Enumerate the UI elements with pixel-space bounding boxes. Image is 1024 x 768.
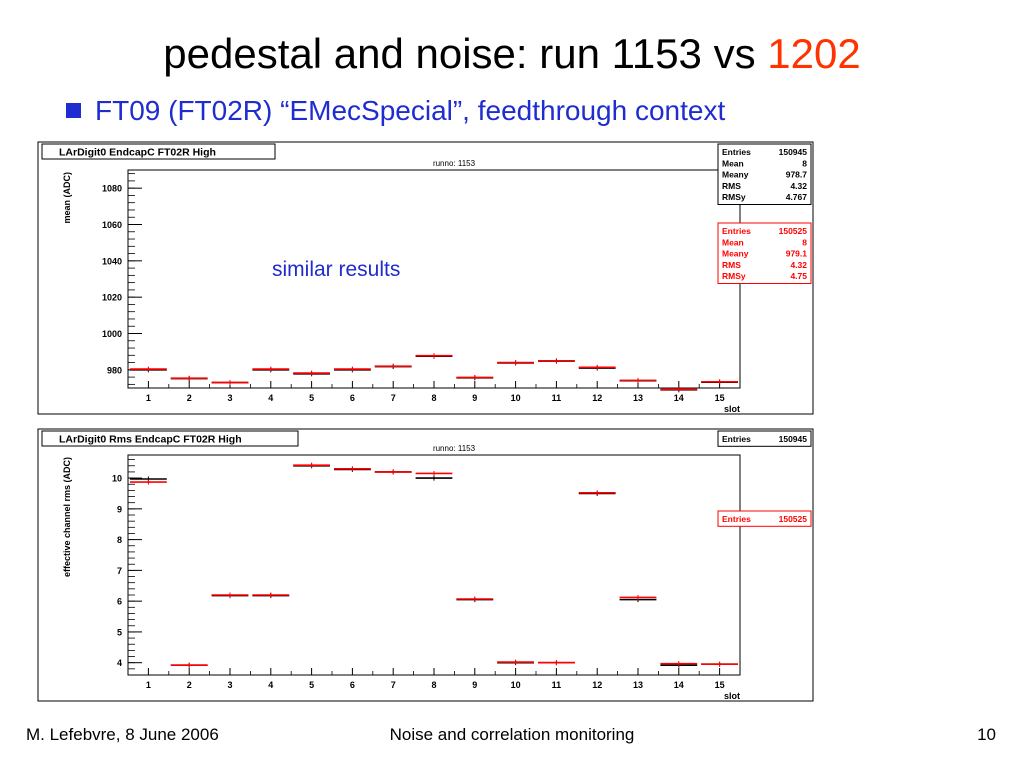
stats-label: Entries bbox=[722, 226, 751, 236]
y-tick-label: 1020 bbox=[102, 293, 122, 303]
page-number: 10 bbox=[977, 725, 996, 744]
stats-box bbox=[717, 143, 812, 205]
y-tick-label: 1000 bbox=[102, 329, 122, 339]
x-tick-label: 12 bbox=[592, 393, 602, 403]
y-tick-label: 7 bbox=[117, 566, 122, 576]
y-tick-label: 9 bbox=[117, 504, 122, 514]
y-tick-label: 5 bbox=[117, 627, 122, 637]
x-tick-label: 9 bbox=[472, 680, 477, 690]
slide-title: pedestal and noise: run 1153 vs 1202 bbox=[0, 26, 1024, 82]
stats-value: 8 bbox=[802, 237, 807, 247]
x-tick-label: 10 bbox=[511, 393, 521, 403]
y-axis-label: mean (ADC) bbox=[62, 172, 72, 224]
x-tick-label: 2 bbox=[187, 393, 192, 403]
title-main: pedestal and noise: run 1153 vs bbox=[163, 30, 768, 77]
bullet-text: FT09 (FT02R) “EMecSpecial”, feedthrough … bbox=[95, 95, 726, 126]
x-tick-label: 10 bbox=[511, 680, 521, 690]
pad-frame bbox=[37, 141, 814, 415]
x-tick-label: 13 bbox=[633, 393, 643, 403]
bullet-square-icon bbox=[66, 103, 81, 118]
stats-label: Entries bbox=[722, 514, 751, 524]
y-tick-label: 1080 bbox=[102, 184, 122, 194]
stats-label: Entries bbox=[722, 147, 751, 157]
stats-value: 4.767 bbox=[786, 192, 808, 202]
x-tick-label: 4 bbox=[268, 680, 273, 690]
x-tick-label: 1 bbox=[146, 393, 151, 403]
stats-value: 150525 bbox=[779, 514, 808, 524]
name-box bbox=[41, 143, 276, 160]
stats-label: RMS bbox=[722, 181, 741, 191]
rms-plot: LArDigit0 Rms EndcapC FT02R High runno: 1… bbox=[37, 428, 814, 702]
stats-label: Meany bbox=[722, 249, 749, 259]
x-tick-label: 9 bbox=[472, 393, 477, 403]
x-tick-label: 8 bbox=[431, 680, 436, 690]
x-tick-label: 15 bbox=[715, 393, 725, 403]
stats-label: Mean bbox=[722, 237, 744, 247]
x-tick-label: 7 bbox=[391, 393, 396, 403]
x-tick-label: 8 bbox=[431, 393, 436, 403]
stats-box bbox=[717, 510, 812, 527]
x-axis-label: slot bbox=[724, 404, 740, 414]
x-tick-label: 5 bbox=[309, 680, 314, 690]
stats-value: 150525 bbox=[779, 226, 808, 236]
x-tick-label: 13 bbox=[633, 680, 643, 690]
x-tick-label: 6 bbox=[350, 393, 355, 403]
similar-results-note: similar results bbox=[272, 258, 401, 281]
x-tick-label: 14 bbox=[674, 680, 684, 690]
y-tick-label: 4 bbox=[117, 658, 122, 668]
stats-value: 4.32 bbox=[790, 260, 807, 270]
x-tick-label: 11 bbox=[552, 680, 562, 690]
x-axis-label: slot bbox=[724, 691, 740, 701]
x-tick-label: 1 bbox=[146, 680, 151, 690]
stats-label: Meany bbox=[722, 170, 749, 180]
x-tick-label: 15 bbox=[715, 680, 725, 690]
footer-author: M. Lefebvre, 8 June 2006 bbox=[26, 725, 219, 744]
stats-box bbox=[717, 222, 812, 284]
stats-label: Entries bbox=[722, 434, 751, 444]
title-highlight: 1202 bbox=[767, 30, 861, 77]
y-tick-label: 8 bbox=[117, 535, 122, 545]
x-tick-label: 12 bbox=[592, 680, 602, 690]
pad-frame bbox=[37, 428, 814, 702]
x-tick-label: 4 bbox=[268, 393, 273, 403]
x-tick-label: 14 bbox=[674, 393, 684, 403]
x-tick-label: 11 bbox=[552, 393, 562, 403]
histogram-name: LArDigit0 EndcapC FT02R High bbox=[59, 147, 216, 159]
stats-label: RMSy bbox=[722, 192, 746, 202]
stats-label: RMSy bbox=[722, 271, 746, 281]
plot-title: runno: 1153 bbox=[433, 159, 476, 168]
y-tick-label: 1040 bbox=[102, 256, 122, 266]
y-tick-label: 6 bbox=[117, 597, 122, 607]
y-tick-label: 10 bbox=[112, 474, 122, 484]
x-tick-label: 5 bbox=[309, 393, 314, 403]
stats-value: 979.1 bbox=[786, 249, 808, 259]
stats-value: 150945 bbox=[779, 147, 808, 157]
x-tick-label: 7 bbox=[391, 680, 396, 690]
footer-title: Noise and correlation monitoring bbox=[389, 725, 635, 744]
stats-value: 978.7 bbox=[786, 170, 808, 180]
x-tick-label: 2 bbox=[187, 680, 192, 690]
x-tick-label: 6 bbox=[350, 680, 355, 690]
y-tick-label: 980 bbox=[107, 365, 122, 375]
x-tick-label: 3 bbox=[227, 393, 232, 403]
stats-label: RMS bbox=[722, 260, 741, 270]
plot-title: runno: 1153 bbox=[433, 444, 476, 453]
name-box bbox=[41, 430, 299, 447]
stats-label: Mean bbox=[722, 158, 744, 168]
y-tick-label: 1060 bbox=[102, 220, 122, 230]
histogram-name: LArDigit0 Rms EndcapC FT02R High bbox=[59, 434, 242, 446]
stats-value: 4.32 bbox=[790, 181, 807, 191]
bullet-point: FT09 (FT02R) “EMecSpecial”, feedthrough … bbox=[66, 95, 725, 127]
stats-value: 150945 bbox=[779, 434, 808, 444]
mean-plot: LArDigit0 EndcapC FT02R High runno: 1153 9… bbox=[37, 141, 814, 415]
stats-value: 8 bbox=[802, 158, 807, 168]
y-axis-label: effective channel rms (ADC) bbox=[62, 457, 72, 577]
stats-value: 4.75 bbox=[790, 271, 807, 281]
x-tick-label: 3 bbox=[227, 680, 232, 690]
stats-box bbox=[717, 430, 812, 447]
